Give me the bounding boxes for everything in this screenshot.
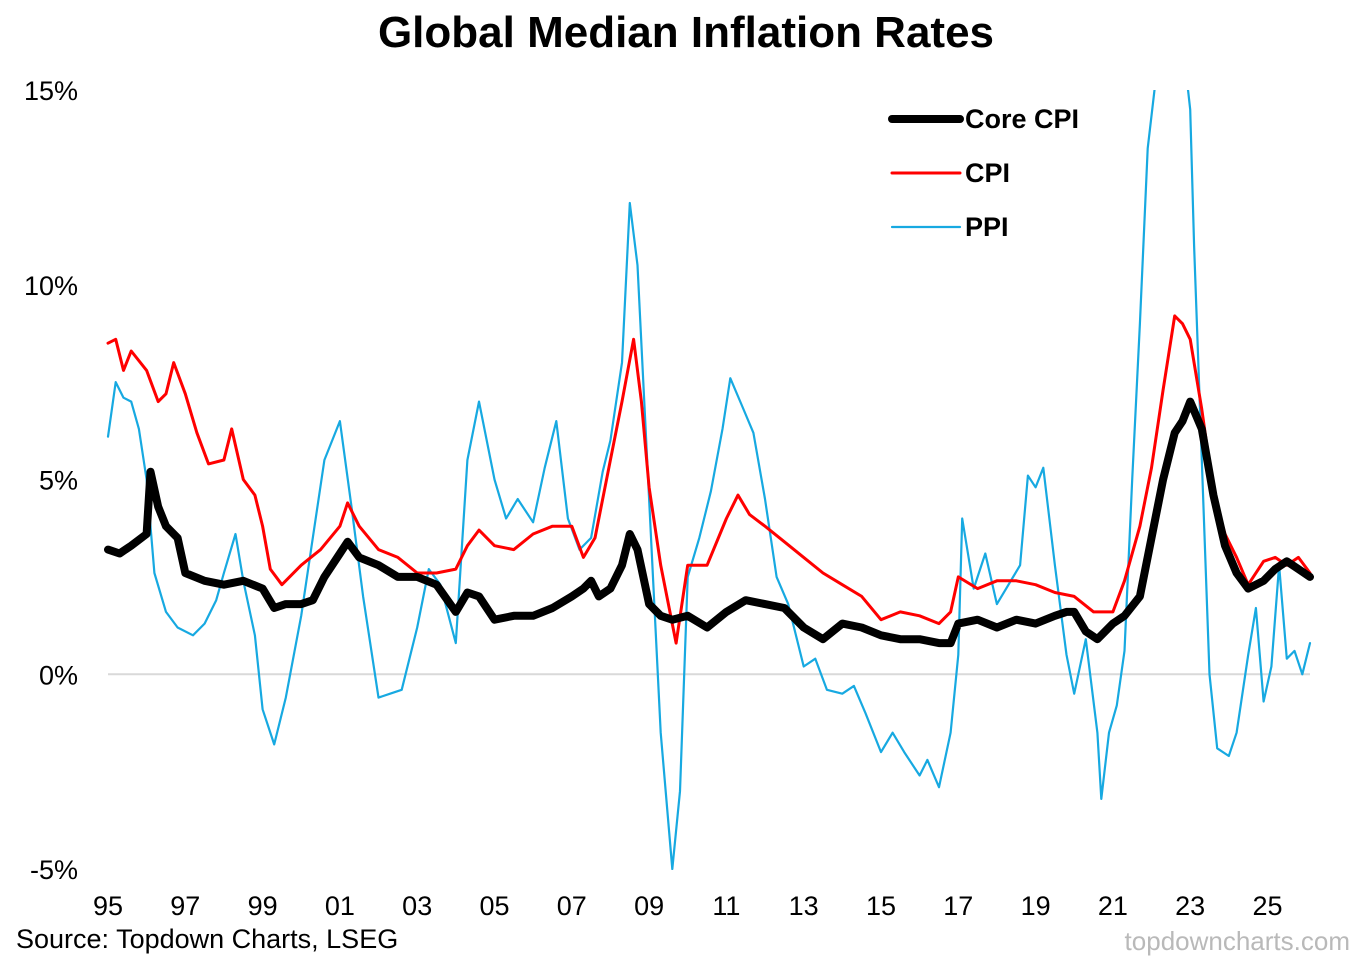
x-tick-label: 95 [93, 891, 123, 921]
chart-title: Global Median Inflation Rates [377, 8, 995, 57]
x-tick-label: 25 [1252, 891, 1282, 921]
x-tick-label: 15 [866, 891, 896, 921]
legend-label: CPI [965, 158, 1010, 188]
series-line-core-cpi [104, 397, 1314, 648]
y-axis: 15% 10% 5% 0% -5% [24, 76, 78, 885]
x-tick-label: 17 [943, 891, 973, 921]
x-tick-label: 03 [402, 891, 432, 921]
y-tick-label: 0% [39, 660, 78, 690]
legend-label: Core CPI [965, 104, 1079, 134]
watermark: topdowncharts.com [1124, 926, 1350, 956]
x-tick-label: 99 [248, 891, 278, 921]
legend: Core CPI CPI PPI [888, 104, 1079, 242]
x-tick-label: 21 [1098, 891, 1128, 921]
x-tick-label: 23 [1175, 891, 1205, 921]
x-tick-label: 09 [634, 891, 664, 921]
y-tick-label: -5% [30, 855, 78, 885]
x-tick-label: 19 [1021, 891, 1051, 921]
source-note: Source: Topdown Charts, LSEG [16, 924, 399, 954]
legend-label: PPI [965, 212, 1009, 242]
x-tick-label: 01 [325, 891, 355, 921]
series-line-cpi [106, 314, 1312, 645]
x-tick-label: 13 [789, 891, 819, 921]
series-group [104, 90, 1314, 870]
x-tick-label: 11 [712, 891, 740, 921]
series-line-ppi [106, 90, 1312, 870]
x-tick-label: 07 [557, 891, 587, 921]
y-tick-label: 5% [39, 466, 78, 496]
x-axis: 95 97 99 01 03 05 07 09 11 13 15 17 19 21 23 25 [93, 891, 1283, 921]
x-tick-label: 05 [479, 891, 509, 921]
y-tick-label: 15% [24, 76, 78, 106]
x-tick-label: 97 [170, 891, 200, 921]
y-tick-label: 10% [24, 271, 78, 301]
